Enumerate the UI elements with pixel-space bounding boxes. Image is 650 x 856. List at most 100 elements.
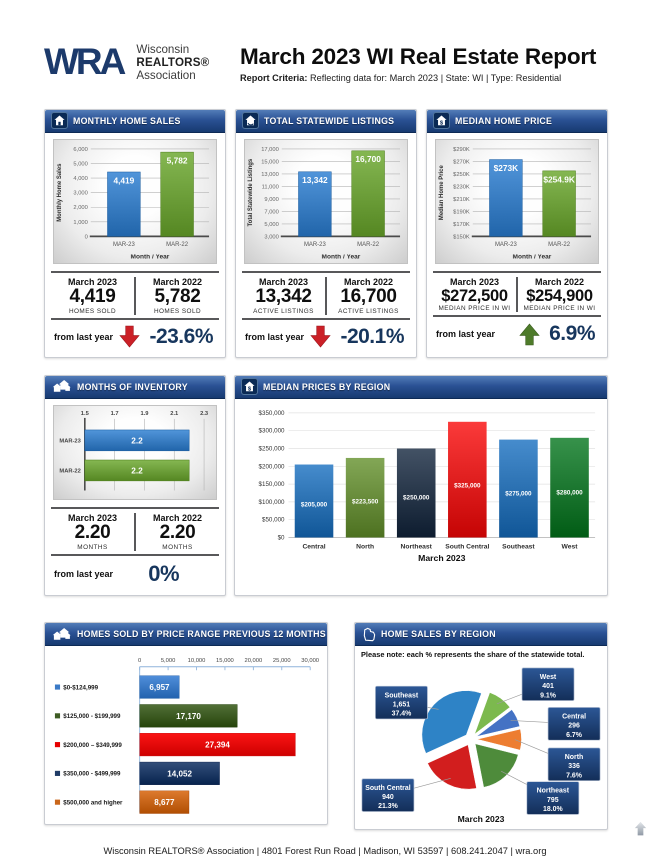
summary-current: March 2023 $272,500 MEDIAN PRICE IN WI xyxy=(433,277,516,312)
panel-title: TOTAL STATEWIDE LISTINGS xyxy=(264,115,395,126)
svg-text:North: North xyxy=(356,543,374,550)
svg-text:2,000: 2,000 xyxy=(73,205,87,211)
svg-text:Southeast: Southeast xyxy=(502,543,535,550)
summary-period: March 2023 xyxy=(67,276,118,287)
svg-text:37.4%: 37.4% xyxy=(392,711,412,718)
wisconsin-state-icon xyxy=(361,627,376,642)
svg-text:$300,000: $300,000 xyxy=(259,427,285,434)
svg-text:2.3: 2.3 xyxy=(200,411,208,417)
svg-text:2.2: 2.2 xyxy=(131,465,143,475)
down-arrow-icon xyxy=(310,325,332,348)
svg-text:$250,000: $250,000 xyxy=(259,445,285,452)
svg-text:21.3%: 21.3% xyxy=(378,803,398,810)
panel-header: MONTHLY HOME SALES xyxy=(45,109,225,133)
down-arrow-icon xyxy=(119,325,141,348)
svg-text:West: West xyxy=(562,543,579,550)
svg-text:$290K: $290K xyxy=(453,147,470,153)
up-arrow-icon xyxy=(519,323,540,345)
summary-value: $272,500 xyxy=(441,286,508,305)
svg-text:2.1: 2.1 xyxy=(170,411,179,417)
svg-text:17,000: 17,000 xyxy=(261,147,279,153)
svg-text:296: 296 xyxy=(568,723,580,730)
svg-text:$275,000: $275,000 xyxy=(505,490,532,497)
svg-text:South Central: South Central xyxy=(445,543,489,550)
svg-text:401: 401 xyxy=(542,683,554,690)
svg-text:5,000: 5,000 xyxy=(264,222,278,228)
summary-caption: MEDIAN PRICE IN WI xyxy=(438,305,511,312)
svg-text:$: $ xyxy=(248,387,252,393)
home-icon xyxy=(51,112,68,130)
change-label: from last year xyxy=(54,569,114,580)
svg-text:MAR-23: MAR-23 xyxy=(304,241,327,247)
homes-sold-by-price-range-chart: 0 5,000 10,000 15,000 20,000 25,000 30,000 6,95… xyxy=(49,650,323,820)
change-label: from last year xyxy=(54,331,114,342)
svg-text:$254.9K: $254.9K xyxy=(543,174,575,184)
svg-text:MAR-23: MAR-23 xyxy=(59,438,80,444)
house-dollar-icon: $ xyxy=(433,112,450,130)
svg-text:1.9: 1.9 xyxy=(140,411,148,417)
svg-text:Northeast: Northeast xyxy=(537,788,570,795)
svg-text:North: North xyxy=(565,754,584,761)
svg-text:5,000: 5,000 xyxy=(73,161,87,167)
summary: March 2023 4,419 HOMES SOLD March 2022 5… xyxy=(51,270,219,320)
svg-text:$150,000: $150,000 xyxy=(259,481,285,488)
panel-home-sales-by-region: HOME SALES BY REGION Please note: each %… xyxy=(354,622,608,831)
wra-logo-text: WRA xyxy=(44,41,126,83)
svg-text:13,000: 13,000 xyxy=(261,172,279,178)
summary-period: March 2023 xyxy=(258,276,309,287)
panel-title: HOME SALES BY REGION xyxy=(381,629,496,640)
svg-text:0: 0 xyxy=(85,234,88,240)
summary-value: 16,700 xyxy=(340,285,397,307)
panel-median-prices-by-region: $ MEDIAN PRICES BY REGION $0 $50,000 $100,… xyxy=(234,374,608,597)
svg-text:9.1%: 9.1% xyxy=(540,692,556,699)
svg-text:$273K: $273K xyxy=(494,163,519,173)
summary-caption: MONTHS xyxy=(162,544,193,552)
svg-text:4,419: 4,419 xyxy=(113,175,134,185)
svg-text:$200,000: $200,000 xyxy=(259,463,285,470)
svg-text:795: 795 xyxy=(547,797,559,804)
summary-period: March 2023 xyxy=(67,513,118,524)
svg-text:Monthly Home Sales: Monthly Home Sales xyxy=(57,163,63,222)
svg-text:13,342: 13,342 xyxy=(302,175,328,185)
house-refresh-icon xyxy=(242,112,259,130)
panel-title: MEDIAN PRICES BY REGION xyxy=(263,381,391,392)
panel-header: $ MEDIAN PRICES BY REGION xyxy=(235,375,607,399)
svg-text:$200,000 – $349,999: $200,000 – $349,999 xyxy=(63,742,122,749)
summary-value: 2.20 xyxy=(74,522,111,544)
change-row: from last year 6.9% xyxy=(427,317,607,354)
change-label: from last year xyxy=(245,331,305,342)
svg-text:Central: Central xyxy=(562,714,586,721)
svg-text:$205,000: $205,000 xyxy=(301,501,328,508)
svg-text:940: 940 xyxy=(382,794,394,801)
svg-text:15,000: 15,000 xyxy=(216,658,234,664)
svg-text:$50,000: $50,000 xyxy=(262,516,285,523)
svg-text:1,000: 1,000 xyxy=(73,219,87,225)
svg-text:30,000: 30,000 xyxy=(301,658,319,664)
home-sales-by-region-chart: West 401 9.1% Central 296 6.7% North 336 7.6% Nor… xyxy=(359,664,603,817)
svg-text:Month / Year: Month / Year xyxy=(131,253,170,260)
svg-text:$350,000 - $499,999: $350,000 - $499,999 xyxy=(63,771,121,778)
svg-text:$250,000: $250,000 xyxy=(403,494,430,501)
svg-text:$190K: $190K xyxy=(453,209,470,215)
svg-text:336: 336 xyxy=(568,763,580,770)
svg-text:$250K: $250K xyxy=(453,172,470,178)
svg-text:Southeast: Southeast xyxy=(385,692,419,699)
svg-text:5,782: 5,782 xyxy=(167,155,188,165)
svg-text:MAR-22: MAR-22 xyxy=(548,241,571,247)
wra-logo: WRA Wisconsin REALTORS® Association xyxy=(44,41,647,836)
svg-text:$210K: $210K xyxy=(453,197,470,203)
summary-current: March 2023 13,342 ACTIVE LISTINGS xyxy=(242,277,325,315)
svg-text:$500,000 and higher: $500,000 and higher xyxy=(63,800,123,807)
summary-caption: ACTIVE LISTINGS xyxy=(338,307,399,315)
panel-header: $ MEDIAN HOME PRICE xyxy=(427,109,607,133)
svg-text:6.7%: 6.7% xyxy=(566,732,582,739)
svg-text:Month / Year: Month / Year xyxy=(513,253,552,260)
panel-homes-sold-by-price-range: HOMES SOLD BY PRICE RANGE PREVIOUS 12 MO… xyxy=(44,622,328,825)
svg-text:MAR-23: MAR-23 xyxy=(495,241,518,247)
wra-org-name: Wisconsin REALTORS® Association xyxy=(136,42,209,82)
svg-text:$270K: $270K xyxy=(453,159,470,165)
change-value: 6.9% xyxy=(549,322,595,345)
svg-text:1.5: 1.5 xyxy=(81,411,90,417)
svg-text:$280,000: $280,000 xyxy=(556,489,583,496)
svg-text:7.6%: 7.6% xyxy=(566,772,582,779)
